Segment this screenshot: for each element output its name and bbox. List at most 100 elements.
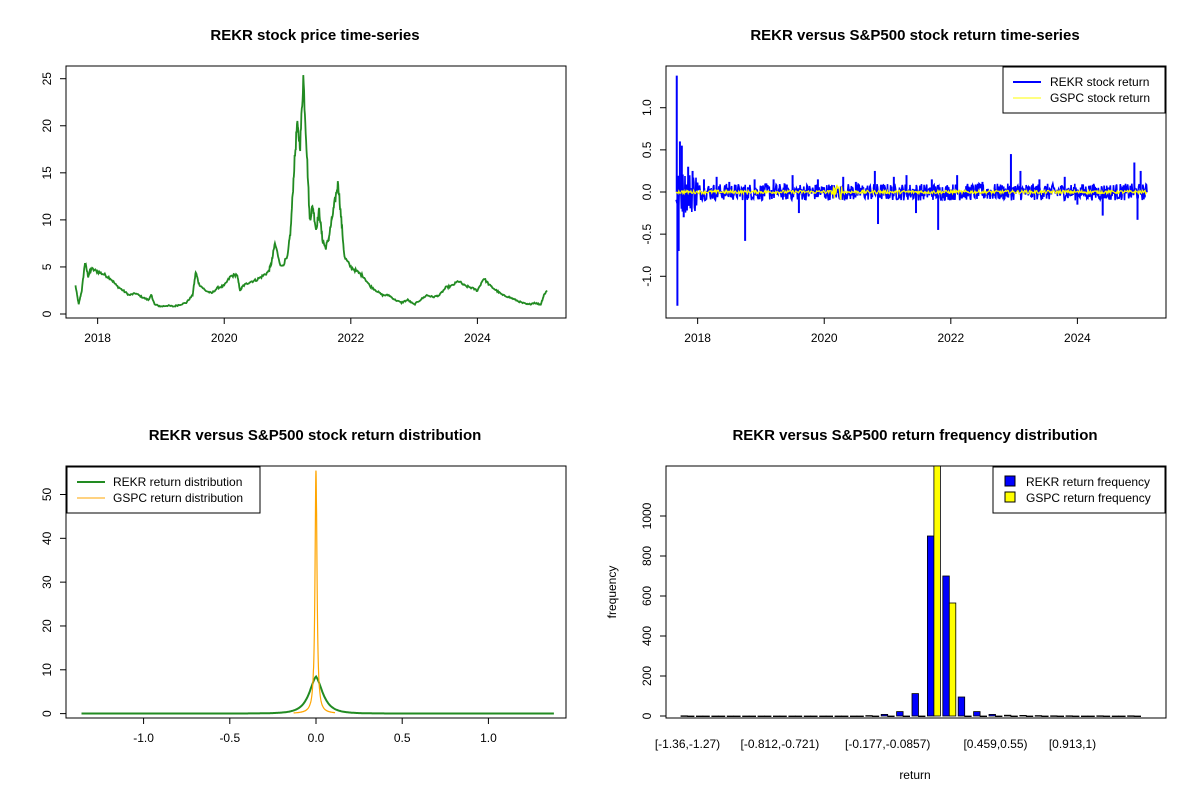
rekr-frequency-bar: [1111, 715, 1120, 718]
density-x-tick-label: -1.0: [133, 731, 154, 745]
density-y-tick-label: 0: [40, 710, 54, 717]
price-panel: REKR stock price time-series 2018 2020 202…: [40, 27, 567, 345]
price-y-tick-label: 10: [40, 213, 54, 227]
gspc-frequency-bar: [887, 715, 895, 718]
gspc-frequency-bar: [948, 602, 957, 717]
histogram-legend: REKR return frequency GSPC return freque…: [992, 466, 1166, 514]
rekr-frequency-bar: [1019, 715, 1027, 717]
price-x-tick-label: 2020: [211, 331, 238, 345]
density-y-tick-label: 20: [40, 619, 54, 633]
rekr-frequency-bar: [742, 715, 750, 718]
histogram-bars: [680, 466, 1141, 718]
gspc-frequency-bar: [764, 715, 772, 718]
rekr-frequency-bar: [942, 575, 950, 717]
returns-y-tick-label: 0.0: [640, 183, 654, 200]
histogram-x-category-label: [-0.812,-0.721): [741, 737, 820, 751]
histogram-x-category-label: [0.913,1): [1049, 737, 1096, 751]
density-y-tick-label: 10: [40, 663, 54, 677]
rekr-frequency-bar: [726, 715, 735, 718]
gspc-frequency-bar: [871, 715, 880, 718]
returns-legend: REKR stock return GSPC stock return: [1002, 66, 1166, 114]
gspc-frequency-bar: [902, 715, 910, 718]
price-x-tick-label: 2024: [464, 331, 491, 345]
rekr-frequency-bar: [773, 715, 781, 718]
histogram-y-tick-label: 400: [640, 626, 654, 646]
returns-x-tick-label: 2022: [937, 331, 964, 345]
density-panel: REKR versus S&P500 stock return distribu…: [40, 427, 567, 745]
rekr-frequency-bar: [1034, 715, 1043, 717]
rekr-frequency-bar: [1004, 714, 1012, 717]
histogram-y-axis-label: frequency: [605, 566, 619, 619]
price-plot-frame: [65, 65, 567, 319]
gspc-frequency-bar: [1072, 715, 1080, 718]
rekr-frequency-bar: [757, 715, 765, 718]
rekr-frequency-bar: [957, 696, 966, 717]
histogram-y-tick-label: 600: [640, 586, 654, 606]
gspc-frequency-bar: [1041, 715, 1049, 718]
rekr-frequency-bar: [834, 715, 842, 718]
histogram-y-tick-label: 0: [640, 712, 654, 719]
density-chart-title: REKR versus S&P500 stock return distribu…: [149, 427, 482, 444]
rekr-frequency-bar: [788, 715, 796, 718]
price-x-tick-label: 2018: [84, 331, 111, 345]
histogram-chart-title: REKR versus S&P500 return frequency dist…: [732, 427, 1097, 444]
rekr-frequency-legend-swatch: [1004, 475, 1016, 487]
gspc-frequency-bar: [779, 715, 787, 718]
price-chart-title: REKR stock price time-series: [210, 27, 419, 44]
density-y-tick-label: 50: [40, 487, 54, 501]
rekr-frequency-bar: [1065, 715, 1073, 717]
histogram-x-category-label: [0.459,0.55): [963, 737, 1027, 751]
gspc-frequency-bar: [1102, 715, 1111, 718]
returns-panel: REKR versus S&P500 stock return time-ser…: [640, 27, 1167, 345]
density-y-tick-label: 40: [40, 531, 54, 545]
gspc-frequency-bar: [841, 715, 849, 718]
rekr-frequency-bar: [696, 715, 704, 718]
returns-legend-box: [1002, 66, 1166, 114]
returns-y-tick-label: -1.0: [640, 266, 654, 287]
density-x-tick-label: 0.0: [308, 731, 325, 745]
gspc-frequency-bar: [1133, 715, 1141, 718]
histogram-x-axis-label: return: [899, 768, 930, 782]
gspc-frequency-legend-swatch: [1004, 491, 1016, 503]
rekr-frequency-bar: [711, 715, 719, 718]
gspc-frequency-bar: [1087, 715, 1095, 718]
returns-x-tick-label: 2020: [811, 331, 838, 345]
rekr-frequency-bar: [911, 693, 919, 717]
rekr-frequency-bar: [1050, 715, 1058, 717]
rekr-frequency-bar: [1127, 715, 1135, 717]
price-y-tick-label: 5: [40, 263, 54, 270]
price-y-tick-label: 0: [40, 310, 54, 317]
gspc-frequency-bar: [687, 715, 695, 718]
histogram-y-tick-label: 800: [640, 546, 654, 566]
rekr-frequency-bar: [973, 711, 981, 717]
gspc-return-legend-label: GSPC stock return: [1050, 91, 1150, 105]
rekr-frequency-bar: [1096, 715, 1104, 717]
returns-y-tick-label: 1.0: [640, 99, 654, 116]
histogram-y-tick-label: 1000: [640, 502, 654, 529]
gspc-density-curve: [293, 470, 336, 714]
density-x-tick-label: 1.0: [480, 731, 497, 745]
gspc-frequency-bar: [810, 715, 818, 718]
rekr-frequency-bar: [819, 715, 827, 718]
gspc-frequency-bar: [733, 715, 741, 718]
returns-chart-title: REKR versus S&P500 stock return time-ser…: [750, 27, 1079, 44]
rekr-frequency-bar: [927, 535, 935, 717]
histogram-legend-box: [992, 466, 1166, 514]
gspc-frequency-bar: [825, 715, 833, 718]
price-x-tick-label: 2022: [337, 331, 364, 345]
gspc-frequency-bar: [856, 715, 864, 718]
gspc-frequency-bar: [1010, 715, 1018, 718]
histogram-x-category-label: [-1.36,-1.27): [655, 737, 720, 751]
gspc-frequency-bar: [702, 715, 710, 718]
price-series-line: [74, 75, 548, 308]
price-y-tick-label: 25: [40, 72, 54, 86]
density-legend-box: [66, 466, 261, 514]
rekr-frequency-bar: [803, 715, 812, 718]
rekr-frequency-bar: [865, 715, 873, 717]
density-x-tick-label: 0.5: [394, 731, 411, 745]
price-y-tick-label: 20: [40, 119, 54, 133]
histogram-panel: REKR versus S&P500 return frequency dist…: [605, 427, 1167, 782]
rekr-frequency-bar: [850, 715, 858, 718]
returns-y-tick-label: -0.5: [640, 223, 654, 244]
